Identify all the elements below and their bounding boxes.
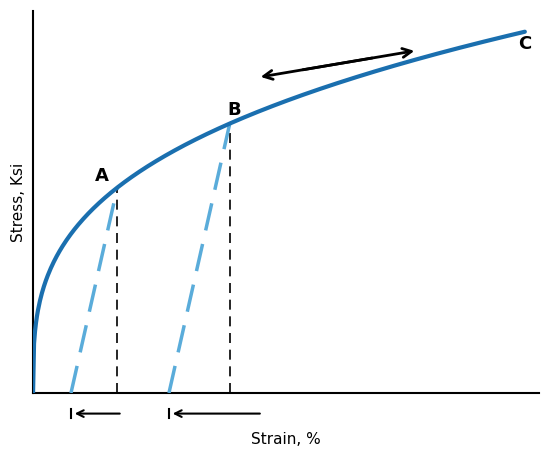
Text: C: C: [518, 35, 531, 53]
Y-axis label: Stress, Ksi: Stress, Ksi: [11, 163, 26, 242]
Text: A: A: [95, 167, 109, 185]
Text: B: B: [228, 101, 241, 119]
X-axis label: Strain, %: Strain, %: [251, 432, 321, 447]
